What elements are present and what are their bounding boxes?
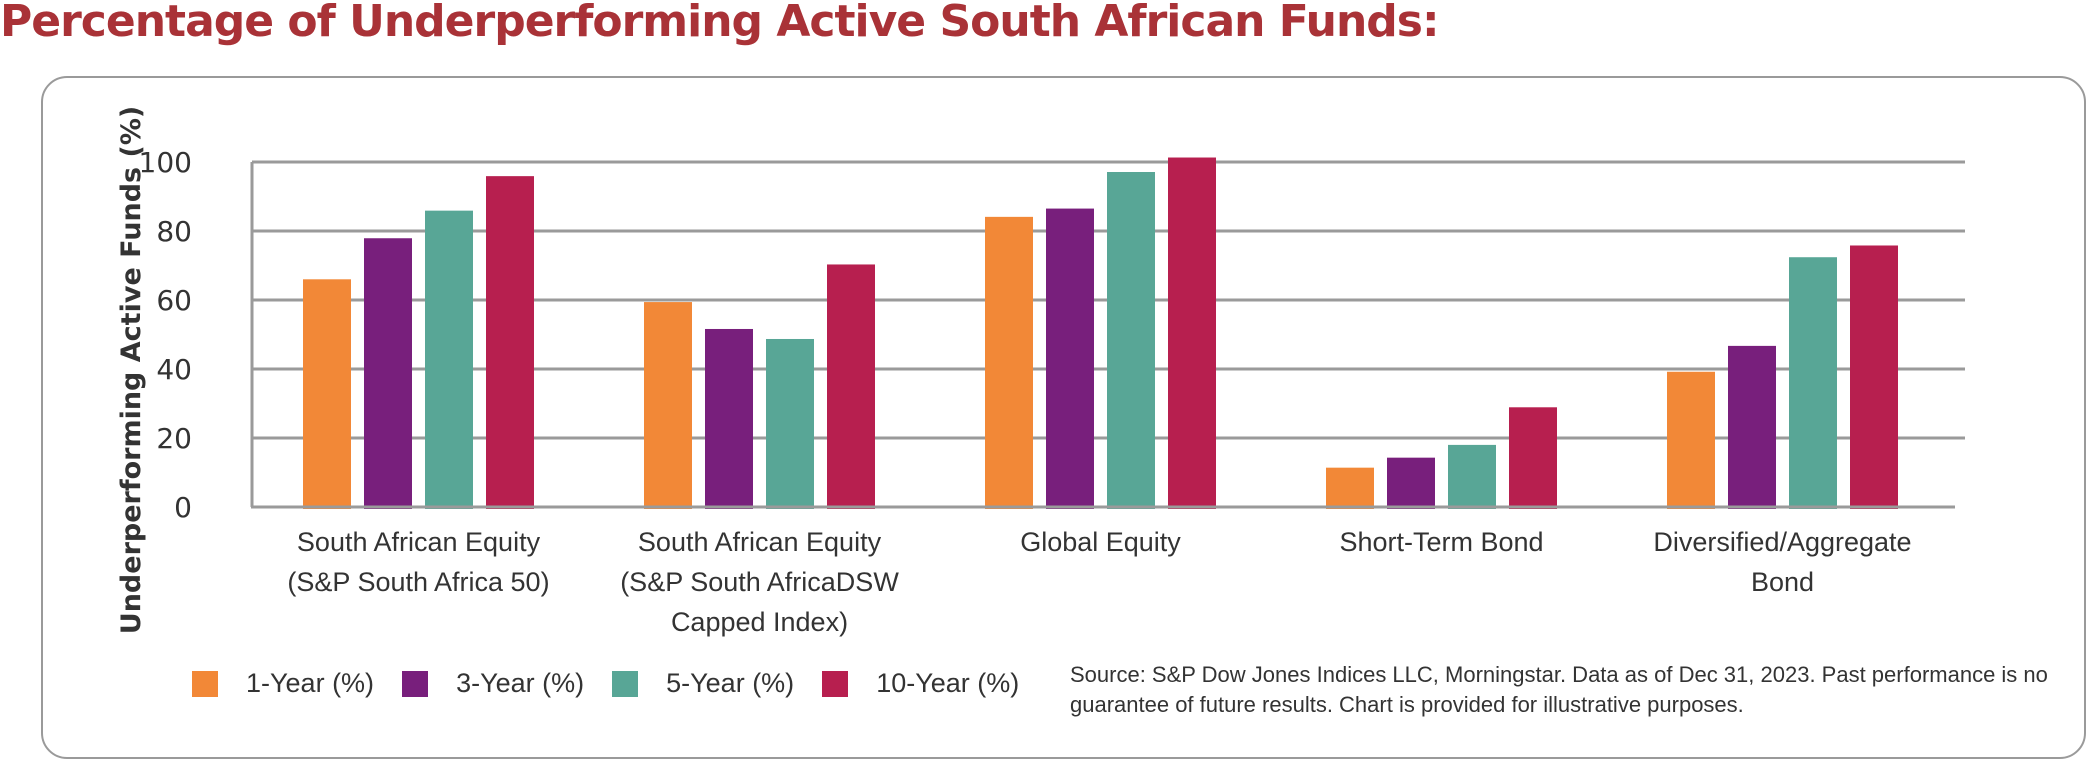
- legend-item-10-year: 10-Year (%): [822, 668, 1019, 699]
- y-tick-label: 60: [156, 284, 192, 317]
- bar-3-year-cat-5: [1728, 345, 1776, 509]
- legend-label: 3-Year (%): [456, 668, 585, 698]
- bar-10-year-cat-1: [486, 176, 534, 509]
- bar-5-year-cat-3: [1107, 172, 1155, 509]
- bar-5-year-cat-2: [766, 338, 814, 509]
- legend-label: 5-Year (%): [666, 668, 795, 698]
- y-tick-label: 80: [156, 215, 192, 248]
- source-line: guarantee of future results. Chart is pr…: [1070, 692, 1744, 717]
- x-category-label: (S&P South Africa 50): [287, 567, 549, 597]
- legend-item-3-year: 3-Year (%): [402, 668, 584, 699]
- x-category-label: South African Equity: [297, 527, 541, 557]
- legend-swatch-3-year: [402, 670, 429, 697]
- bar-1-year-cat-4: [1326, 467, 1374, 509]
- chart-title: Percentage of Underperforming Active Sou…: [0, 0, 1440, 47]
- x-category-label: Capped Index): [671, 607, 848, 637]
- source-note: Source: S&P Dow Jones Indices LLC, Morni…: [1070, 660, 2070, 720]
- legend-item-5-year: 5-Year (%): [612, 668, 794, 699]
- legend-label: 1-Year (%): [246, 668, 375, 698]
- bar-3-year-cat-4: [1387, 457, 1435, 509]
- y-tick-label: 40: [156, 353, 192, 386]
- y-tick-labels: 0 20 40 60 80 100: [139, 146, 192, 524]
- legend-label: 10-Year (%): [876, 668, 1020, 698]
- x-category-label: Short-Term Bond: [1339, 527, 1543, 557]
- bar-10-year-cat-4: [1509, 407, 1557, 509]
- bar-3-year-cat-2: [705, 328, 753, 509]
- bar-3-year-cat-1: [364, 238, 412, 509]
- bar-3-year-cat-3: [1046, 208, 1094, 509]
- bar-5-year-cat-1: [425, 210, 473, 509]
- y-tick-label: 100: [139, 146, 192, 179]
- x-category-label: (S&P South AfricaDSW: [620, 567, 899, 597]
- bar-5-year-cat-4: [1448, 444, 1496, 509]
- bars: [303, 157, 1898, 510]
- y-tick-label: 20: [156, 422, 192, 455]
- bar-1-year-cat-3: [985, 216, 1033, 510]
- chart-panel: [41, 76, 2086, 759]
- y-axis-label: Underperforming Active Funds (%): [116, 106, 147, 634]
- bar-10-year-cat-3: [1168, 157, 1216, 509]
- legend: 1-Year (%) 3-Year (%) 5-Year (%) 10-Year…: [192, 668, 1047, 699]
- legend-item-1-year: 1-Year (%): [192, 668, 374, 699]
- source-line: Source: S&P Dow Jones Indices LLC, Morni…: [1070, 662, 2048, 687]
- bar-1-year-cat-2: [644, 302, 692, 509]
- bar-10-year-cat-2: [827, 264, 875, 509]
- axes: [250, 162, 1955, 509]
- x-category-label: Diversified/Aggregate: [1653, 527, 1911, 557]
- x-category-label: South African Equity: [638, 527, 882, 557]
- x-category-labels: South African Equity (S&P South Africa 50…: [287, 527, 1911, 637]
- legend-swatch-5-year: [612, 670, 639, 697]
- bar-1-year-cat-1: [303, 279, 351, 509]
- bar-10-year-cat-5: [1850, 245, 1898, 510]
- bar-1-year-cat-5: [1667, 371, 1715, 509]
- x-category-label: Bond: [1751, 567, 1814, 597]
- legend-swatch-10-year: [822, 670, 849, 697]
- legend-swatch-1-year: [192, 670, 218, 697]
- y-tick-label: 0: [174, 491, 192, 524]
- bar-5-year-cat-5: [1789, 257, 1837, 509]
- x-category-label: Global Equity: [1020, 527, 1181, 557]
